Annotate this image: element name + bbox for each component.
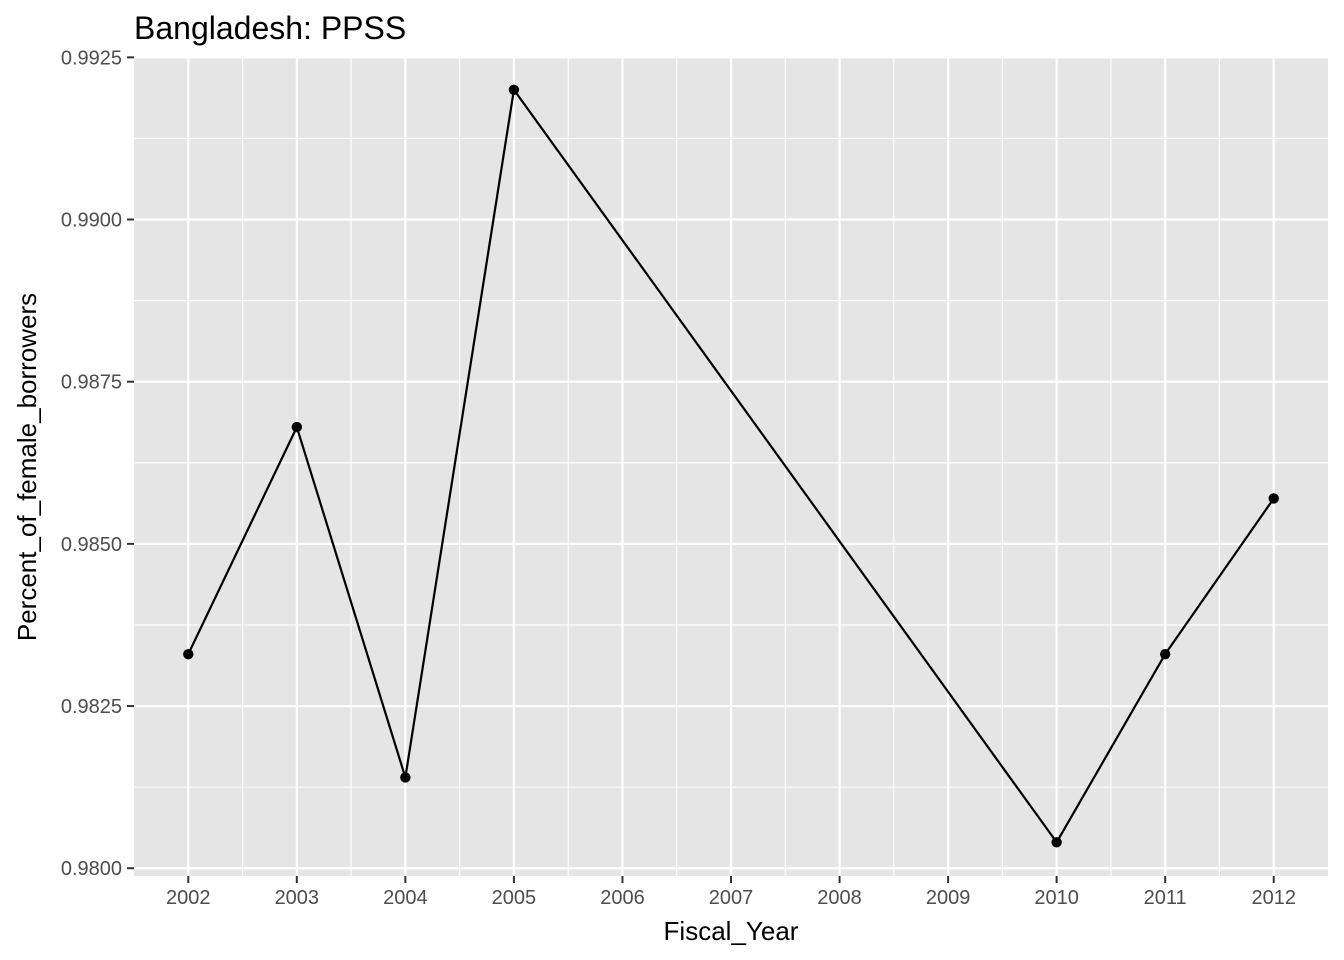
y-tick-label: 0.9875 <box>61 372 122 394</box>
x-axis-title: Fiscal_Year <box>664 916 799 946</box>
chart-title: Bangladesh: PPSS <box>134 10 406 46</box>
series-layer <box>183 84 1279 848</box>
x-tick-label: 2004 <box>383 887 428 909</box>
x-tick-label: 2009 <box>926 887 971 909</box>
x-tick-label: 2012 <box>1251 887 1296 909</box>
x-tick-label: 2003 <box>275 887 320 909</box>
y-axis-tick-labels: 0.9800 0.9825 0.9850 0.9875 0.9900 0.9925 <box>61 47 122 880</box>
data-point <box>183 648 194 660</box>
x-tick-label: 2005 <box>492 887 537 909</box>
data-point <box>508 84 520 95</box>
x-axis-tick-labels: 2002 2003 2004 2005 2006 2007 2008 2009 2010 2011… <box>166 887 1296 909</box>
data-point <box>1051 837 1062 848</box>
x-tick-label: 2002 <box>166 887 211 909</box>
y-tick-label: 0.9925 <box>61 47 122 69</box>
x-tick-label: 2010 <box>1034 887 1079 909</box>
y-tick-label: 0.9825 <box>61 696 122 718</box>
x-tick-label: 2007 <box>709 887 754 909</box>
x-tick-label: 2006 <box>600 887 645 909</box>
y-tick-label: 0.9900 <box>61 210 122 232</box>
y-tick-label: 0.9850 <box>61 534 122 556</box>
axis-ticks <box>127 56 1275 883</box>
data-point <box>400 772 411 783</box>
x-tick-label: 2011 <box>1144 887 1187 909</box>
x-tick-label: 2008 <box>817 887 862 909</box>
data-point <box>1159 648 1171 660</box>
y-axis-title: Percent_of_female_borrowers <box>12 293 42 641</box>
data-point <box>1268 493 1279 504</box>
y-tick-label: 0.9800 <box>61 858 122 880</box>
data-point <box>291 421 303 433</box>
